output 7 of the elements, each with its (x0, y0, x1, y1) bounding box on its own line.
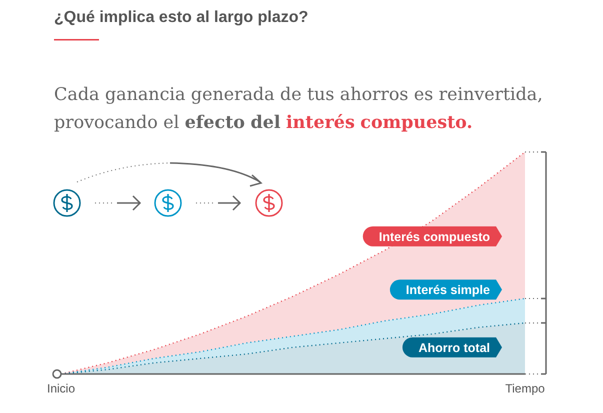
chart-title: ¿Qué implica esto al largo plazo? (54, 9, 308, 26)
series-label: Ahorro total (418, 340, 490, 355)
series-label: Interés compuesto (378, 230, 490, 244)
text: Cada ganancia generada de tus ahorros es reinvertida, provocando el efecto del interés compuesto. (54, 85, 543, 133)
x-tick-label: Inicio (46, 382, 76, 396)
series-label: Interés simple (406, 283, 490, 298)
x-tick-label: Tiempo (505, 382, 546, 396)
